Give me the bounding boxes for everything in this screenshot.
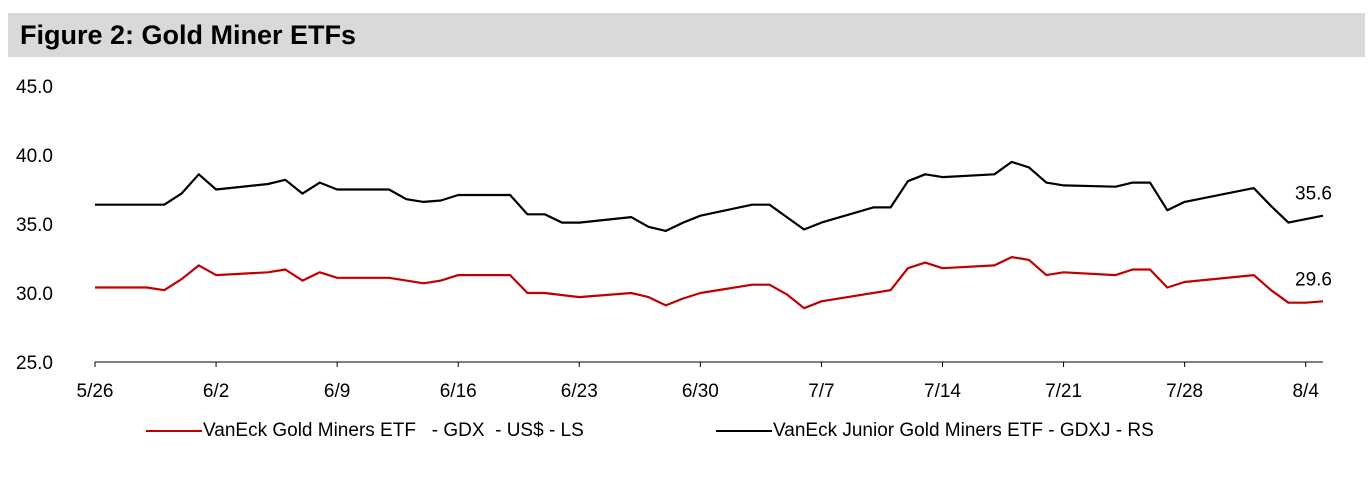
- y-tick-label: 30.0: [16, 284, 53, 305]
- legend-swatch-gdxj: [716, 430, 772, 432]
- end-label-gdxj: 35.6: [1295, 184, 1332, 205]
- x-tick-label: 6/2: [203, 381, 229, 402]
- x-tick-label: 6/16: [440, 381, 477, 402]
- legend-label-gdx: VanEck Gold Miners ETF - GDX - US$ - LS: [203, 420, 584, 442]
- x-tick-label: 5/26: [77, 381, 114, 402]
- legend-item-gdx: VanEck Gold Miners ETF - GDX - US$ - LS: [146, 420, 584, 442]
- y-tick-label: 35.0: [16, 215, 53, 236]
- series-line-gdxj: [95, 162, 1323, 231]
- x-tick-label: 6/23: [561, 381, 598, 402]
- line-chart: 45.0 40.0 35.0 30.0 25.0 5/26 6/2 6/9 6/16 6/23 6/…: [0, 0, 1372, 448]
- y-tick-label: 40.0: [16, 146, 53, 167]
- x-tick-label: 8/4: [1292, 381, 1319, 402]
- x-tick-label: 6/9: [324, 381, 350, 402]
- series-line-gdx: [95, 257, 1323, 308]
- x-tick-label: 7/7: [808, 381, 834, 402]
- x-tick-label: 7/21: [1045, 381, 1082, 402]
- x-tick-label: 7/28: [1166, 381, 1203, 402]
- legend-swatch-gdx: [146, 430, 202, 432]
- y-tick-label: 45.0: [16, 77, 53, 98]
- y-tick-label: 25.0: [16, 353, 53, 374]
- legend-item-gdxj: VanEck Junior Gold Miners ETF - GDXJ - R…: [716, 420, 1154, 442]
- legend-label-gdxj: VanEck Junior Gold Miners ETF - GDXJ - R…: [773, 420, 1154, 442]
- x-tick-label: 6/30: [682, 381, 719, 402]
- x-tick-label: 7/14: [924, 381, 961, 402]
- end-label-gdx: 29.6: [1295, 269, 1332, 290]
- legend: VanEck Gold Miners ETF - GDX - US$ - LS …: [0, 420, 11, 444]
